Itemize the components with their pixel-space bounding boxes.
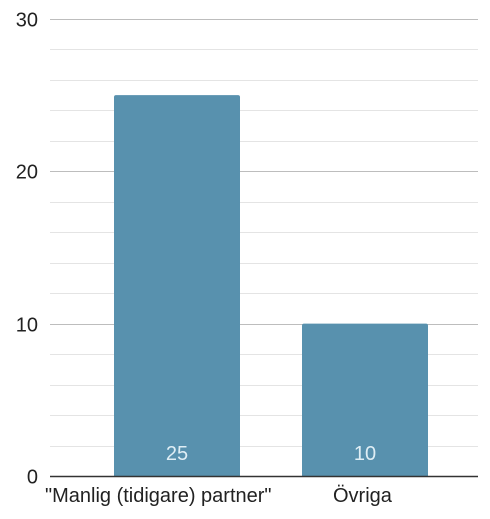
y-tick-label: 30 <box>16 10 38 32</box>
bar-layer <box>114 95 428 477</box>
bar-0 <box>114 95 240 477</box>
bar-1 <box>302 323 428 476</box>
x-category-label: "Manlig (tidigare) partner" <box>45 485 272 507</box>
bar-data-label: 10 <box>354 443 376 465</box>
y-tick-label: 0 <box>27 467 38 489</box>
label-layer: 0 10 20 30 25 10 "Manlig (tidigare) partner" Öv… <box>16 10 393 508</box>
y-tick-label: 20 <box>16 162 38 184</box>
y-tick-label: 10 <box>16 315 38 337</box>
bar-data-label: 25 <box>166 443 188 465</box>
x-category-label: Övriga <box>333 485 393 507</box>
